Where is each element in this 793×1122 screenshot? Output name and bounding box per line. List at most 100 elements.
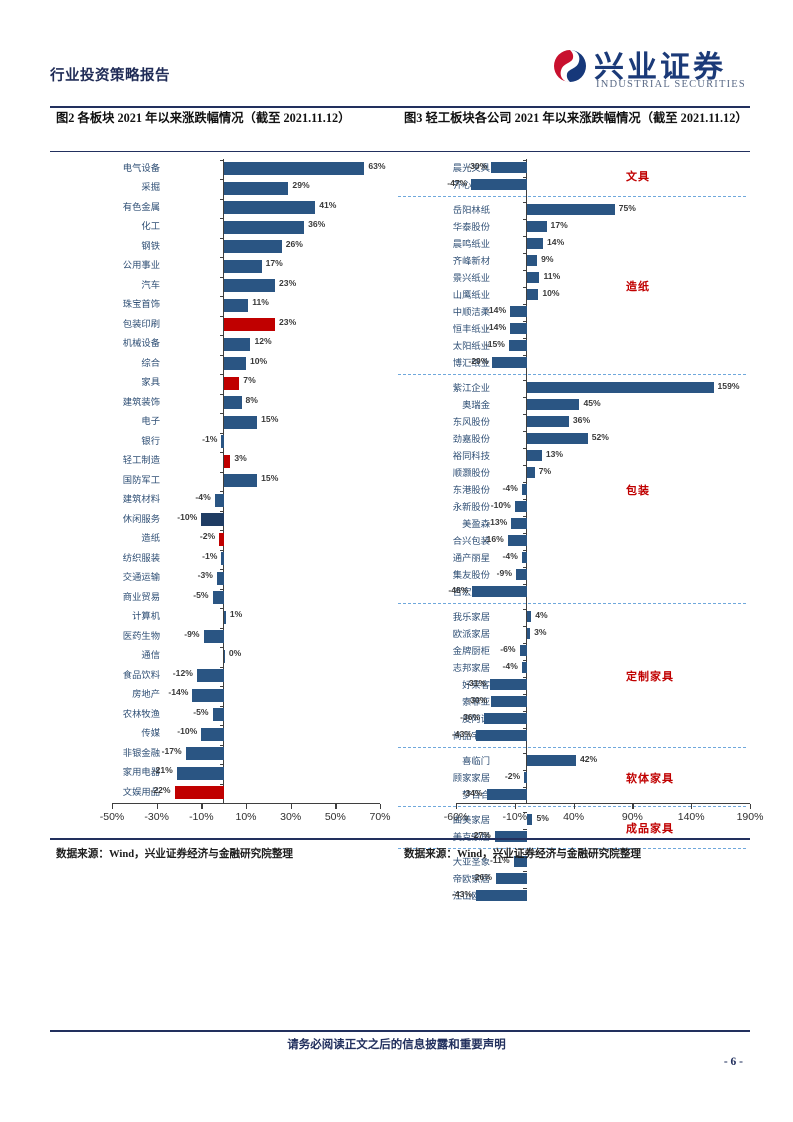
- figure3-chart: 晨光文具-30%齐心集团-47%文具岳阳林纸75%华泰股份17%晨鸣纸业14%齐…: [398, 155, 763, 902]
- bar-value-label: -4%: [502, 660, 518, 671]
- bar: [223, 396, 242, 410]
- category-label: 志邦家居: [452, 663, 490, 674]
- category-label: 合兴包装: [452, 536, 490, 547]
- bar-value-label: 10%: [250, 355, 268, 366]
- bar: [221, 435, 224, 449]
- bar-value-label: -10%: [177, 511, 198, 522]
- category-label: 齐峰新材: [452, 256, 490, 267]
- bar-value-label: 13%: [545, 448, 564, 459]
- category-label: 电气设备: [122, 163, 160, 174]
- bar: [526, 289, 539, 300]
- x-axis-tick: [290, 804, 292, 810]
- bar-value-label: -16%: [483, 533, 504, 544]
- bar: [471, 179, 527, 190]
- category-label: 欧派家居: [452, 629, 490, 640]
- category-label: 美盈森: [462, 519, 490, 530]
- figure3-source: 数据来源：Wind，兴业证券经济与金融研究院整理: [404, 849, 642, 860]
- x-axis-tick-label: 140%: [677, 811, 705, 823]
- bar-value-label: -1%: [202, 550, 218, 561]
- category-label: 有色金属: [122, 202, 160, 213]
- bar-value-label: -10%: [490, 499, 511, 510]
- axis-tick: [522, 481, 527, 483]
- category-label: 综合: [141, 358, 160, 369]
- category-label: 金牌厨柜: [452, 646, 490, 657]
- axis-tick: [219, 686, 224, 687]
- bar: [515, 569, 527, 580]
- category-label: 轻工制造: [122, 456, 160, 467]
- category-label: 造纸: [141, 534, 160, 545]
- axis-tick: [522, 659, 527, 661]
- bar: [526, 450, 542, 461]
- bar: [214, 493, 224, 507]
- bar-value-label: -21%: [152, 765, 173, 776]
- axis-tick: [219, 666, 224, 668]
- category-label: 传媒: [141, 729, 160, 740]
- bar: [472, 586, 527, 597]
- bar: [223, 610, 226, 624]
- bar-value-label: -46%: [448, 584, 469, 595]
- bar-value-label: 63%: [368, 160, 386, 171]
- bar: [203, 630, 224, 644]
- category-label: 通产丽星: [452, 553, 490, 564]
- x-axis-tick: [456, 804, 458, 810]
- group-divider: [398, 196, 746, 197]
- axis-tick: [219, 549, 224, 551]
- x-axis-tick: [691, 804, 693, 810]
- header-divider: [50, 106, 750, 109]
- axis-tick: [219, 764, 224, 765]
- bar-value-label: 3%: [534, 626, 547, 637]
- axis-tick: [219, 257, 224, 258]
- bar: [508, 340, 527, 351]
- bar-value-label: -30%: [467, 694, 488, 705]
- bar-value-label: 23%: [279, 277, 297, 288]
- axis-tick: [522, 337, 527, 339]
- bar: [223, 220, 305, 234]
- category-label: 晨光文具: [452, 163, 490, 174]
- category-label: 通信: [141, 651, 160, 662]
- x-axis-tick: [201, 804, 203, 810]
- bar-value-label: -12%: [172, 667, 193, 678]
- x-axis-tick-label: 10%: [235, 811, 257, 823]
- category-label: 家具: [141, 378, 160, 389]
- bar-value-label: -15%: [484, 338, 505, 349]
- group-label: 造纸: [626, 281, 650, 293]
- axis-tick: [522, 811, 527, 813]
- axis-tick: [219, 179, 224, 180]
- bar: [223, 259, 262, 273]
- category-label: 非银金融: [122, 748, 160, 759]
- bar-value-label: 42%: [579, 753, 598, 764]
- bar: [507, 535, 527, 546]
- x-axis-tick-label: 90%: [621, 811, 643, 823]
- category-label: 化工: [141, 222, 160, 233]
- bar-value-label: -3%: [197, 570, 213, 581]
- bar-value-label: 3%: [234, 453, 247, 464]
- category-label: 计算机: [132, 612, 160, 623]
- axis-tick: [522, 159, 527, 161]
- axis-tick: [219, 627, 224, 629]
- bar-value-label: -10%: [177, 726, 198, 737]
- bar: [526, 221, 547, 232]
- bar-value-label: -26%: [471, 871, 492, 882]
- bar-value-label: 14%: [547, 236, 565, 247]
- group-divider: [398, 603, 746, 604]
- axis-tick: [219, 491, 224, 492]
- axis-tick: [219, 647, 224, 648]
- category-label: 农林牧渔: [122, 709, 160, 720]
- value-axis: [222, 159, 225, 803]
- category-label: 曲美家居: [452, 815, 490, 826]
- bar-value-label: 159%: [717, 380, 740, 391]
- category-label: 紫江企业: [452, 383, 490, 394]
- bar-value-label: 1%: [229, 609, 243, 620]
- bar: [519, 645, 527, 656]
- bar-value-label: 7%: [243, 375, 256, 386]
- bar-value-label: -22%: [150, 784, 171, 795]
- bar: [223, 649, 225, 663]
- bar: [511, 518, 527, 529]
- bar-value-label: 26%: [285, 238, 303, 249]
- bar-value-label: 11%: [543, 270, 561, 281]
- category-label: 休闲服务: [122, 514, 160, 525]
- bar: [223, 240, 282, 254]
- source-divider: [50, 838, 750, 840]
- bar: [513, 856, 527, 867]
- axis-tick: [522, 354, 527, 356]
